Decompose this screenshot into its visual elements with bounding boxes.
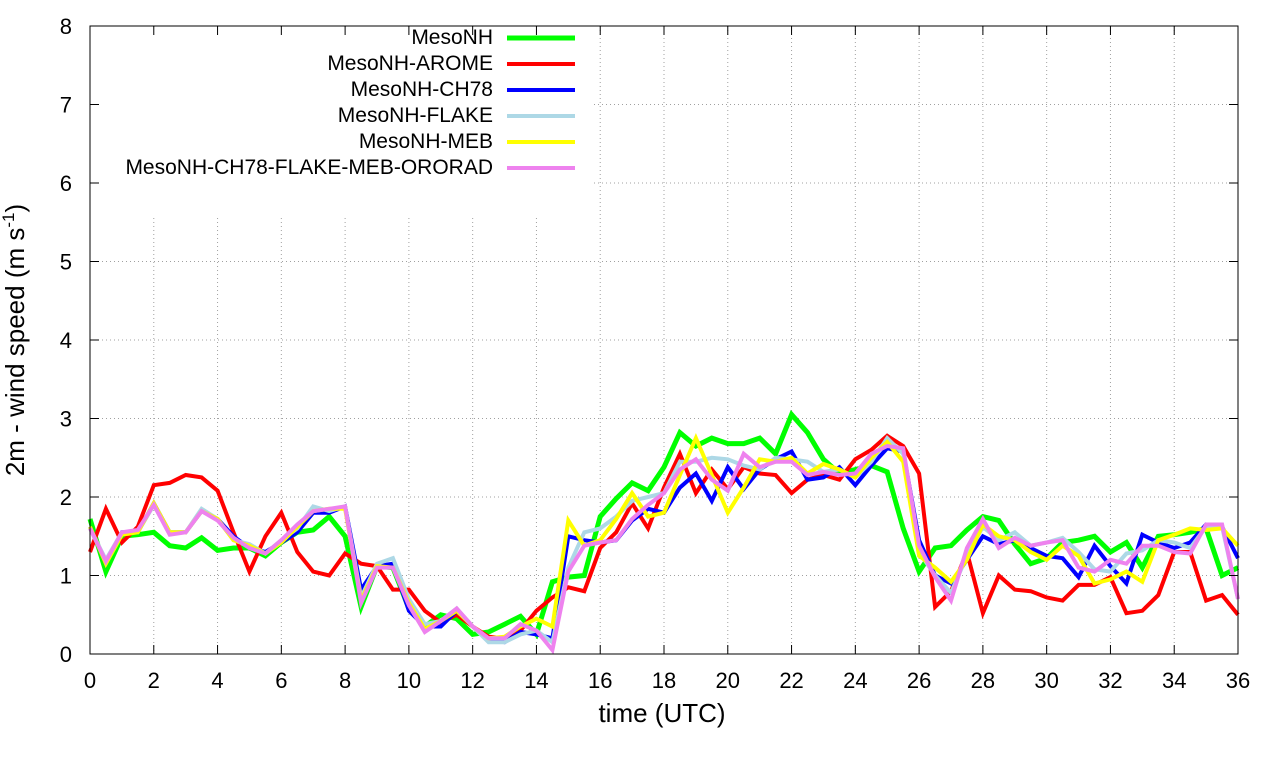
legend-background [91, 27, 591, 215]
x-tick-label: 12 [460, 668, 484, 693]
y-tick-label: 0 [60, 642, 72, 667]
y-tick-label: 6 [60, 171, 72, 196]
x-tick-label: 30 [1034, 668, 1058, 693]
series-lines [87, 409, 1240, 655]
x-tick-label: 2 [148, 668, 160, 693]
axis-ticks [89, 25, 1239, 655]
legend-label: MesoNH-CH78 [351, 78, 493, 101]
x-tick-label: 8 [339, 668, 351, 693]
x-tick-label: 10 [397, 668, 421, 693]
legend-label: MesoNH [411, 26, 493, 49]
series-line-mesonh [87, 409, 1240, 640]
y-tick-label: 8 [60, 14, 72, 39]
x-tick-label: 36 [1226, 668, 1250, 693]
x-tick-label: 24 [843, 668, 867, 693]
x-tick-label: 20 [716, 668, 740, 693]
y-tick-label: 1 [60, 564, 72, 589]
legend-label: MesoNH-FLAKE [338, 104, 493, 127]
x-tick-label: 16 [588, 668, 612, 693]
y-tick-label: 7 [60, 93, 72, 118]
y-tick-label: 4 [60, 328, 72, 353]
y-axis-title-main: 2m - wind speed (m s [0, 228, 30, 477]
x-tick-label: 22 [779, 668, 803, 693]
series-line-mesonh-arome [88, 433, 1240, 641]
y-axis-title: 2m - wind speed (m s-1) [0, 204, 30, 476]
x-tick-label: 28 [971, 668, 995, 693]
y-tick-label: 5 [60, 250, 72, 275]
x-tick-label: 4 [211, 668, 223, 693]
legend: MesoNH MesoNH-AROME MesoNH-CH78 MesoNH-FLAK… [125, 26, 575, 179]
x-tick-label: 32 [1098, 668, 1122, 693]
legend-label: MesoNH-MEB [359, 130, 493, 153]
y-tick-label: 2 [60, 485, 72, 510]
x-tick-label: 34 [1162, 668, 1186, 693]
x-tick-label: 6 [275, 668, 287, 693]
x-tick-label: 18 [652, 668, 676, 693]
legend-label: MesoNH-AROME [327, 52, 493, 75]
x-tick-label: 26 [907, 668, 931, 693]
series-line-mesonh-ch78-flake-meb-ororad [88, 443, 1240, 655]
x-tick-labels: 0 2 4 6 8 10 12 14 16 18 20 22 24 26 28 30 32 34 36 [84, 668, 1250, 693]
y-tick-label: 3 [60, 407, 72, 432]
x-tick-label: 14 [524, 668, 548, 693]
x-axis-title: time (UTC) [598, 698, 725, 728]
x-tick-label: 0 [84, 668, 96, 693]
y-axis-title-superscript: -1 [0, 213, 18, 228]
y-tick-labels: 0 1 2 3 4 5 6 7 8 [60, 14, 72, 667]
legend-label: MesoNH-CH78-FLAKE-MEB-ORORAD [125, 156, 493, 179]
y-axis-title-tail: ) [0, 204, 30, 213]
